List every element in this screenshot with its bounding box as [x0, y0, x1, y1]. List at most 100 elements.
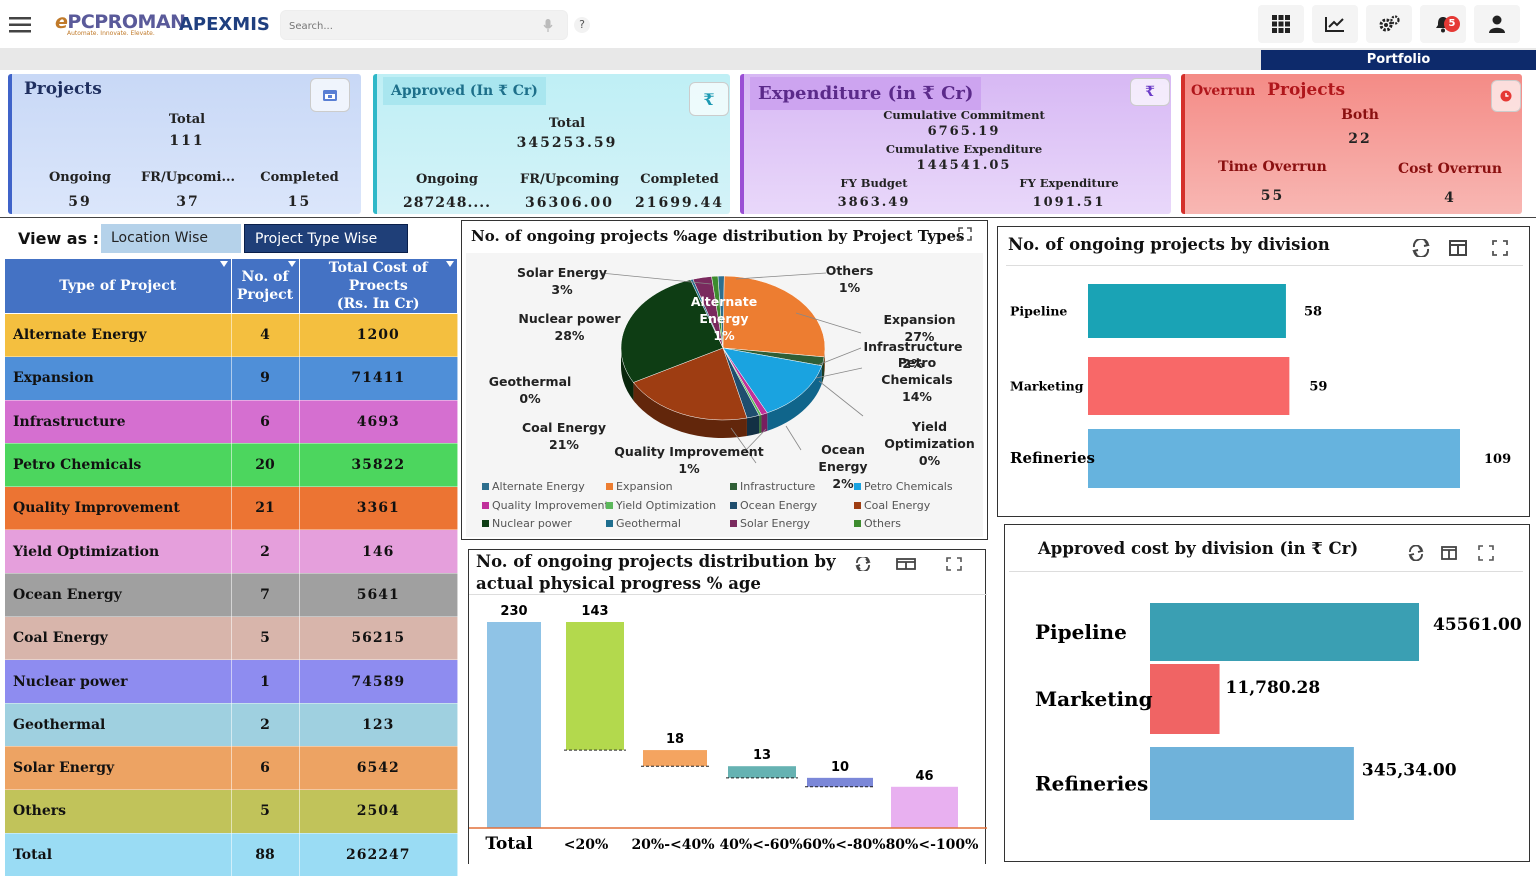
- search-box[interactable]: [280, 10, 568, 40]
- pie-leader-line: [745, 428, 767, 451]
- table-row[interactable]: Infrastructure 6 4693: [5, 400, 458, 444]
- company-logo[interactable]: ePCPROMAN Automate. Innovate. Elevate.: [55, 11, 186, 37]
- table-row[interactable]: Expansion 9 71411: [5, 356, 458, 401]
- table-row[interactable]: Petro Chemicals 20 35822: [5, 443, 458, 488]
- legend-item[interactable]: Solar Energy: [730, 517, 810, 530]
- waterfall-bar[interactable]: [807, 777, 873, 787]
- expenditure-card: Expenditure (in ₹ Cr) ₹ Cumulative Commi…: [740, 74, 1171, 214]
- approved-cost-title: Approved cost by division (in ₹ Cr): [1038, 539, 1359, 558]
- user-profile-button[interactable]: [1474, 5, 1520, 43]
- filter-icon[interactable]: [446, 261, 454, 267]
- filter-icon[interactable]: [219, 261, 228, 267]
- grid-icon: [1272, 15, 1290, 33]
- pie-slice-expansion[interactable]: [722, 275, 826, 358]
- waterfall-bar[interactable]: [891, 786, 958, 828]
- division-bar-marketing[interactable]: [1150, 664, 1220, 734]
- legend-item[interactable]: Coal Energy: [854, 499, 930, 512]
- division-bar-refineries[interactable]: [1150, 747, 1354, 820]
- pie-slice-coal-energy[interactable]: [633, 347, 748, 421]
- project-type-cell: Others: [5, 789, 232, 834]
- no-of-project-header[interactable]: No. of Project: [231, 259, 300, 314]
- pie-slice-side: [761, 412, 768, 433]
- project-count-cell: 2: [231, 703, 300, 747]
- waterfall-bar[interactable]: [566, 622, 624, 751]
- legend-item[interactable]: Petro Chemicals: [854, 480, 953, 493]
- division-bar-marketing[interactable]: [1088, 357, 1290, 415]
- fullscreen-icon[interactable]: [1478, 545, 1494, 561]
- table-row[interactable]: Others 5 2504: [5, 789, 458, 834]
- project-type-wise-button[interactable]: Project Type Wise: [244, 224, 408, 253]
- legend-item[interactable]: Quality Improvement: [482, 499, 609, 512]
- help-icon[interactable]: ?: [574, 17, 590, 33]
- table-view-icon[interactable]: [1441, 546, 1457, 560]
- pie-slice-nuclear-power[interactable]: [620, 279, 724, 383]
- waterfall-category-label: 60%<-80%: [802, 837, 885, 853]
- table-row[interactable]: Quality Improvement 21 3361: [5, 486, 458, 531]
- table-view-icon[interactable]: [1449, 240, 1467, 256]
- microphone-icon[interactable]: [543, 19, 553, 33]
- fullscreen-icon[interactable]: [958, 227, 972, 241]
- table-row[interactable]: Yield Optimization 2 146: [5, 529, 458, 574]
- settings-button[interactable]: [1366, 5, 1412, 43]
- projects-card-icon-button[interactable]: [310, 78, 350, 112]
- legend-item[interactable]: Others: [854, 517, 901, 530]
- fullscreen-icon[interactable]: [946, 557, 962, 571]
- legend-item[interactable]: Ocean Energy: [730, 499, 817, 512]
- legend-item[interactable]: Infrastructure: [730, 480, 815, 493]
- apps-grid-button[interactable]: [1258, 5, 1304, 43]
- filter-icon[interactable]: [287, 261, 296, 267]
- division-bar-pipeline[interactable]: [1150, 603, 1419, 661]
- progress-chart-title: No. of ongoing projects distribution by a…: [476, 552, 836, 593]
- division-bar-refineries[interactable]: [1088, 429, 1460, 488]
- legend-item[interactable]: Alternate Energy: [482, 480, 585, 493]
- pie-label-alternate: Alternate Energy 1%: [690, 294, 758, 343]
- legend-label: Alternate Energy: [492, 480, 585, 493]
- pie-slice-others[interactable]: [711, 275, 724, 349]
- legend-item[interactable]: Geothermal: [606, 517, 681, 530]
- legend-swatch: [730, 501, 737, 509]
- table-row[interactable]: Nuclear power 1 74589: [5, 659, 458, 704]
- search-input[interactable]: [289, 17, 529, 35]
- refresh-icon[interactable]: [854, 557, 872, 571]
- legend-item[interactable]: Expansion: [606, 480, 673, 493]
- table-view-icon[interactable]: [896, 558, 916, 570]
- overrun-card-icon-button[interactable]: [1491, 80, 1521, 112]
- project-cost-cell: 2504: [299, 789, 458, 834]
- table-row[interactable]: Solar Energy 6 6542: [5, 746, 458, 791]
- division-value-label: 59: [1309, 380, 1327, 395]
- project-type-cell: Infrastructure: [5, 400, 232, 444]
- location-wise-button[interactable]: Location Wise: [101, 224, 241, 253]
- pie-leader-line: [818, 380, 864, 417]
- waterfall-bar[interactable]: [487, 622, 541, 828]
- hamburger-menu-icon[interactable]: [9, 16, 31, 34]
- expenditure-card-icon-button[interactable]: ₹: [1130, 78, 1170, 106]
- table-row[interactable]: Coal Energy 5 56215: [5, 616, 458, 661]
- divider: [1009, 571, 1523, 572]
- division-bar-pipeline[interactable]: [1088, 284, 1286, 338]
- analytics-button[interactable]: [1312, 5, 1358, 43]
- approved-total-value: 345253.59: [516, 135, 618, 151]
- pie-slice-petro-chemicals[interactable]: [722, 347, 823, 414]
- table-row[interactable]: Total 88 262247: [5, 833, 458, 877]
- total-cost-header[interactable]: Total Cost of Proects (Rs. In Cr): [299, 259, 458, 314]
- legend-item[interactable]: Yield Optimization: [606, 499, 716, 512]
- fullscreen-icon[interactable]: [1492, 240, 1508, 256]
- notifications-button[interactable]: 5: [1420, 5, 1466, 43]
- legend-item[interactable]: Nuclear power: [482, 517, 572, 530]
- waterfall-bar[interactable]: [643, 750, 707, 767]
- type-of-project-header[interactable]: Type of Project: [5, 259, 232, 314]
- division-value-label: 58: [1304, 305, 1322, 320]
- overrun-card: Overrun Projects Both 22 Time Overrun 55…: [1181, 74, 1522, 214]
- divider: [1006, 265, 1523, 266]
- waterfall-bar[interactable]: [728, 766, 796, 778]
- refresh-icon[interactable]: [1411, 239, 1431, 257]
- table-row[interactable]: Ocean Energy 7 5641: [5, 573, 458, 618]
- refresh-icon[interactable]: [1407, 545, 1425, 561]
- division-bar-chart: Pipeline 58 Marketing 59 Refineries 109: [1010, 284, 1511, 488]
- table-row[interactable]: Alternate Energy 4 1200: [5, 313, 458, 358]
- table-row[interactable]: Geothermal 2 123: [5, 703, 458, 747]
- waterfall-value-label: 10: [831, 760, 849, 775]
- approved-card-icon-button[interactable]: ₹: [689, 82, 729, 116]
- portfolio-tab[interactable]: Portfolio: [1261, 50, 1536, 70]
- project-cost-cell: 6542: [299, 746, 458, 791]
